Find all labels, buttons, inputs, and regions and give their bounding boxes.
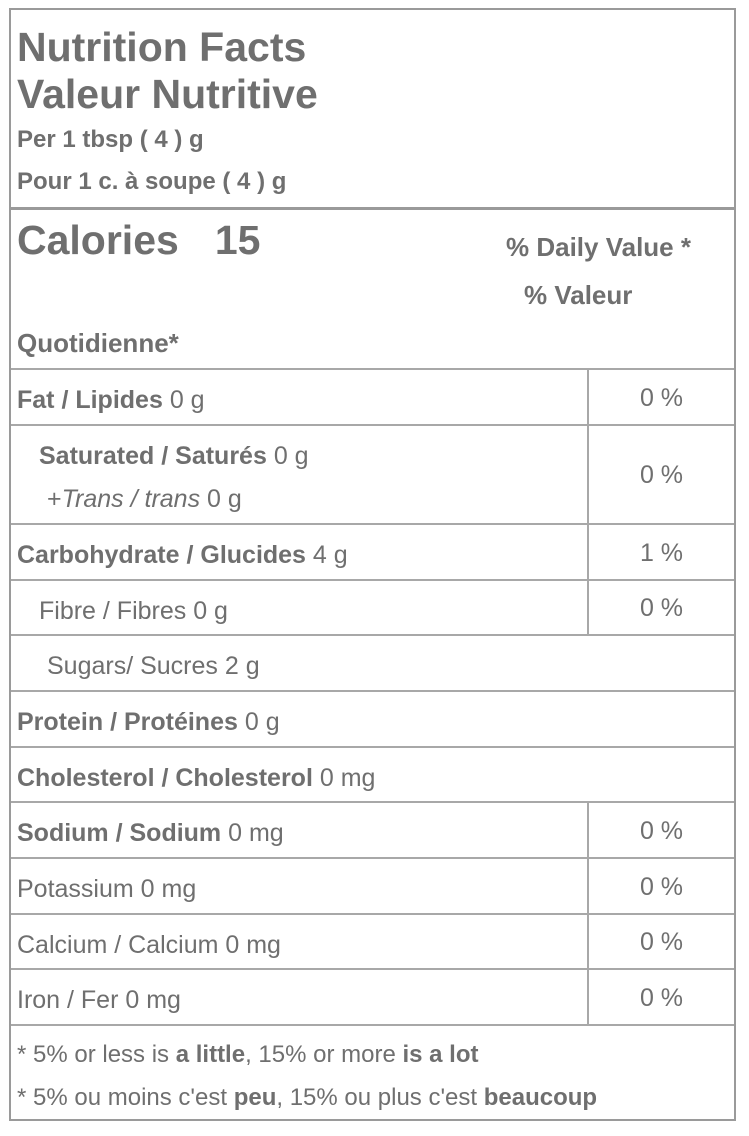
footnote: * 5% or less is a little, 15% or more is…: [11, 1024, 734, 1119]
nutrient-row-sugars: Sugars/ Sucres 2 g: [11, 634, 734, 690]
title-french: Valeur Nutritive: [17, 71, 318, 117]
calcium-label: Calcium / Calcium 0 mg: [17, 931, 281, 959]
saturated-trans-percent: 0 %: [587, 426, 734, 523]
footnote-french: * 5% ou moins c'est peu, 15% ou plus c'e…: [17, 1084, 598, 1111]
calories-value: 15: [214, 217, 261, 263]
nutrient-row-potassium: Potassium 0 mg 0 %: [11, 857, 734, 913]
carbohydrate-amount: 4 g: [312, 541, 348, 569]
fibre-percent: 0 %: [587, 581, 734, 634]
cholesterol-amount: 0 mg: [319, 764, 376, 792]
calories-line: Calories 15: [17, 217, 260, 263]
sodium-amount: 0 mg: [228, 819, 284, 847]
footnote-english: * 5% or less is a little, 15% or more is…: [17, 1041, 479, 1068]
nutrient-row-cholesterol: Cholesterol / Cholesterol 0 mg: [11, 746, 734, 801]
serving-size-french: Pour 1 c. à soupe ( 4 ) g: [17, 168, 287, 195]
title-english: Nutrition Facts: [17, 24, 307, 70]
daily-value-heading-fr-1: % Valeur: [524, 280, 633, 310]
thick-divider: [11, 207, 734, 210]
fat-label: Fat / Lipides: [17, 386, 163, 414]
trans-prefix: +: [47, 485, 62, 513]
iron-percent: 0 %: [587, 970, 734, 1024]
saturated-label: Saturated / Saturés: [39, 442, 267, 470]
nutrient-row-sodium: Sodium / Sodium 0 mg 0 %: [11, 801, 734, 857]
iron-label: Iron / Fer 0 mg: [17, 986, 181, 1014]
trans-amount: 0 g: [207, 485, 242, 513]
trans-label: Trans / trans: [61, 485, 201, 513]
protein-amount: 0 g: [244, 708, 280, 736]
nutrient-row-iron: Iron / Fer 0 mg 0 %: [11, 968, 734, 1024]
potassium-label: Potassium 0 mg: [17, 875, 197, 903]
nutrient-row-fat: Fat / Lipides 0 g 0 %: [11, 368, 734, 424]
nutrient-row-saturated-trans: Saturated / Saturés 0 g +Trans / trans 0…: [11, 424, 734, 523]
protein-label: Protein / Protéines: [17, 708, 238, 736]
nutrient-row-protein: Protein / Protéines 0 g: [11, 690, 734, 746]
carbohydrate-percent: 1 %: [587, 525, 734, 579]
fibre-label: Fibre / Fibres 0 g: [39, 597, 228, 625]
fat-amount: 0 g: [169, 386, 205, 414]
nutrient-row-fibre: Fibre / Fibres 0 g 0 %: [11, 579, 734, 634]
sugars-label: Sugars/ Sucres 2 g: [47, 652, 260, 680]
cholesterol-label: Cholesterol / Cholesterol: [17, 764, 313, 792]
saturated-amount: 0 g: [273, 442, 309, 470]
sodium-percent: 0 %: [587, 803, 734, 857]
carbohydrate-label: Carbohydrate / Glucides: [17, 541, 306, 569]
sodium-label: Sodium / Sodium: [17, 819, 222, 847]
potassium-percent: 0 %: [587, 859, 734, 913]
daily-value-heading: % Daily Value *: [506, 232, 691, 262]
fat-percent: 0 %: [587, 370, 734, 424]
calories-label: Calories: [17, 217, 179, 263]
serving-size-english: Per 1 tbsp ( 4 ) g: [17, 126, 204, 153]
label-header: Nutrition Facts Valeur Nutritive Per 1 t…: [11, 10, 734, 207]
nutrition-facts-label: Nutrition Facts Valeur Nutritive Per 1 t…: [9, 8, 736, 1121]
nutrient-row-carbohydrate: Carbohydrate / Glucides 4 g 1 %: [11, 523, 734, 579]
daily-value-heading-fr-2: Quotidienne*: [17, 328, 179, 358]
nutrient-row-calcium: Calcium / Calcium 0 mg 0 %: [11, 913, 734, 968]
calcium-percent: 0 %: [587, 915, 734, 968]
